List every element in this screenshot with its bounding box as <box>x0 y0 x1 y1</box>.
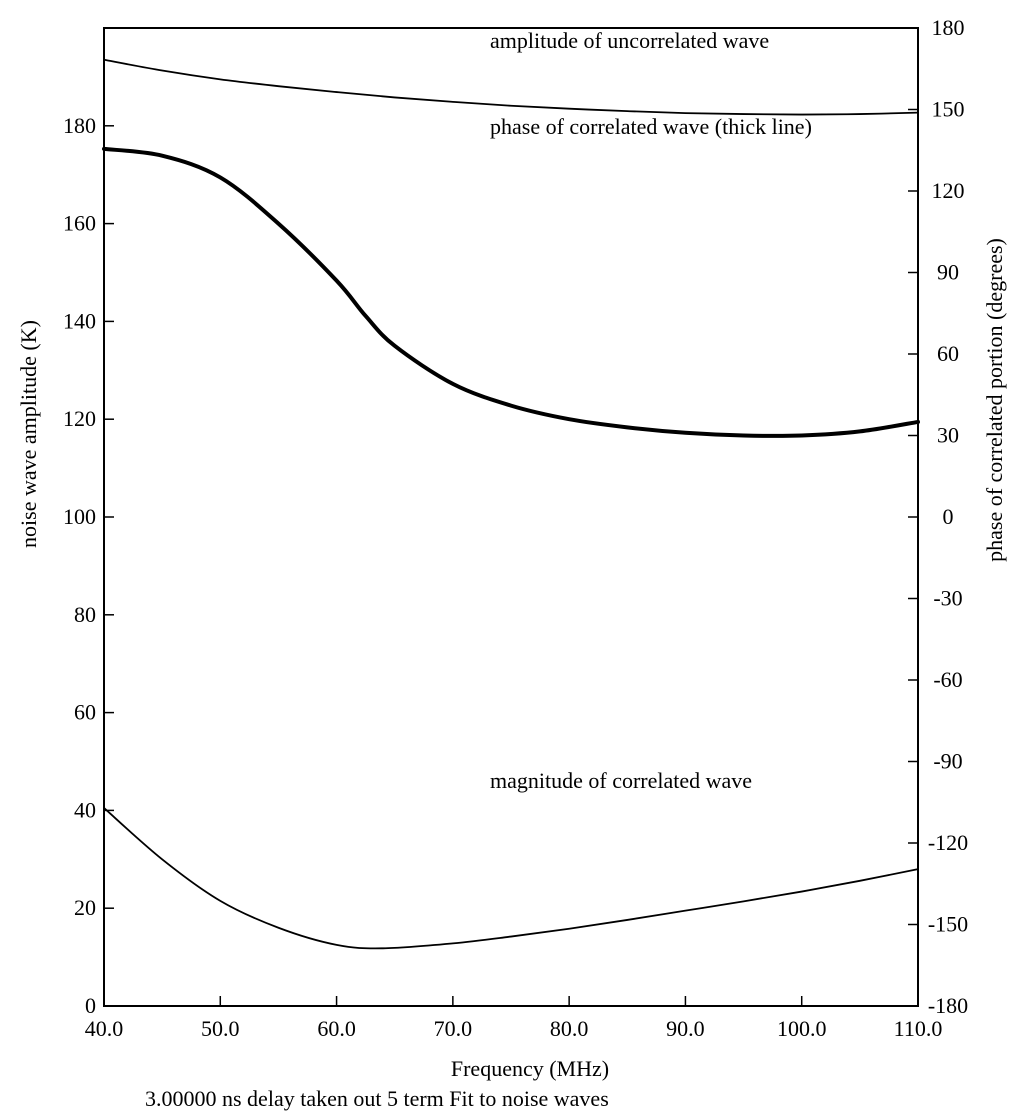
annotation-correlated-magnitude: magnitude of correlated wave <box>490 768 752 793</box>
y-left-tick-label: 60 <box>74 700 96 725</box>
y-left-tick-label: 120 <box>63 406 96 431</box>
y-right-tick-label: -180 <box>928 993 968 1018</box>
y-right-tick-label: -90 <box>933 749 962 774</box>
y-right-tick-label: -30 <box>933 586 962 611</box>
y-right-tick-label: 180 <box>932 15 965 40</box>
y-right-tick-label: -150 <box>928 912 968 937</box>
y-right-tick-label: 60 <box>937 341 959 366</box>
x-tick-label: 70.0 <box>434 1016 473 1041</box>
y-left-tick-label: 160 <box>63 211 96 236</box>
y-left-tick-label: 140 <box>63 308 96 333</box>
x-tick-label: 100.0 <box>777 1016 827 1041</box>
y-right-tick-label: 150 <box>932 97 965 122</box>
correlated-phase-line <box>102 146 920 438</box>
x-tick-label: 80.0 <box>550 1016 589 1041</box>
plot-frame <box>103 27 919 1007</box>
y-right-tick-label: 120 <box>932 178 965 203</box>
figure-caption: 3.00000 ns delay taken out 5 term Fit to… <box>145 1086 609 1111</box>
x-tick-label: 90.0 <box>666 1016 705 1041</box>
x-tick-label: 40.0 <box>85 1016 124 1041</box>
annotation-correlated-phase: phase of correlated wave (thick line) <box>490 114 812 139</box>
correlated-magnitude-line <box>103 807 919 950</box>
x-tick-label: 50.0 <box>201 1016 240 1041</box>
y-right-tick-label: -60 <box>933 667 962 692</box>
y-left-tick-label: 180 <box>63 113 96 138</box>
y-left-tick-label: 80 <box>74 602 96 627</box>
x-tick-label: 110.0 <box>894 1016 943 1041</box>
uncorrelated-amplitude-line <box>103 58 919 116</box>
y-right-tick-label: 0 <box>943 504 954 529</box>
annotation-uncorrelated-amplitude: amplitude of uncorrelated wave <box>490 28 769 53</box>
x-axis-title: Frequency (MHz) <box>451 1056 609 1081</box>
y-left-tick-label: 0 <box>85 993 96 1018</box>
series-layer <box>102 58 920 950</box>
x-tick-label: 60.0 <box>317 1016 356 1041</box>
tick-layer: 40.0 50.0 60.0 70.0 80.0 90.0 100.0 110.0 0 20 40 6… <box>63 15 968 1041</box>
y-right-tick-label: 90 <box>937 260 959 285</box>
y-axis-right-title: phase of correlated portion (degrees) <box>982 238 1007 562</box>
y-right-tick-label: 30 <box>937 423 959 448</box>
y-right-tick-label: -120 <box>928 830 968 855</box>
y-left-tick-label: 40 <box>74 797 96 822</box>
y-left-tick-label: 20 <box>74 895 96 920</box>
y-left-tick-label: 100 <box>63 504 96 529</box>
y-axis-left-title: noise wave amplitude (K) <box>16 320 41 548</box>
